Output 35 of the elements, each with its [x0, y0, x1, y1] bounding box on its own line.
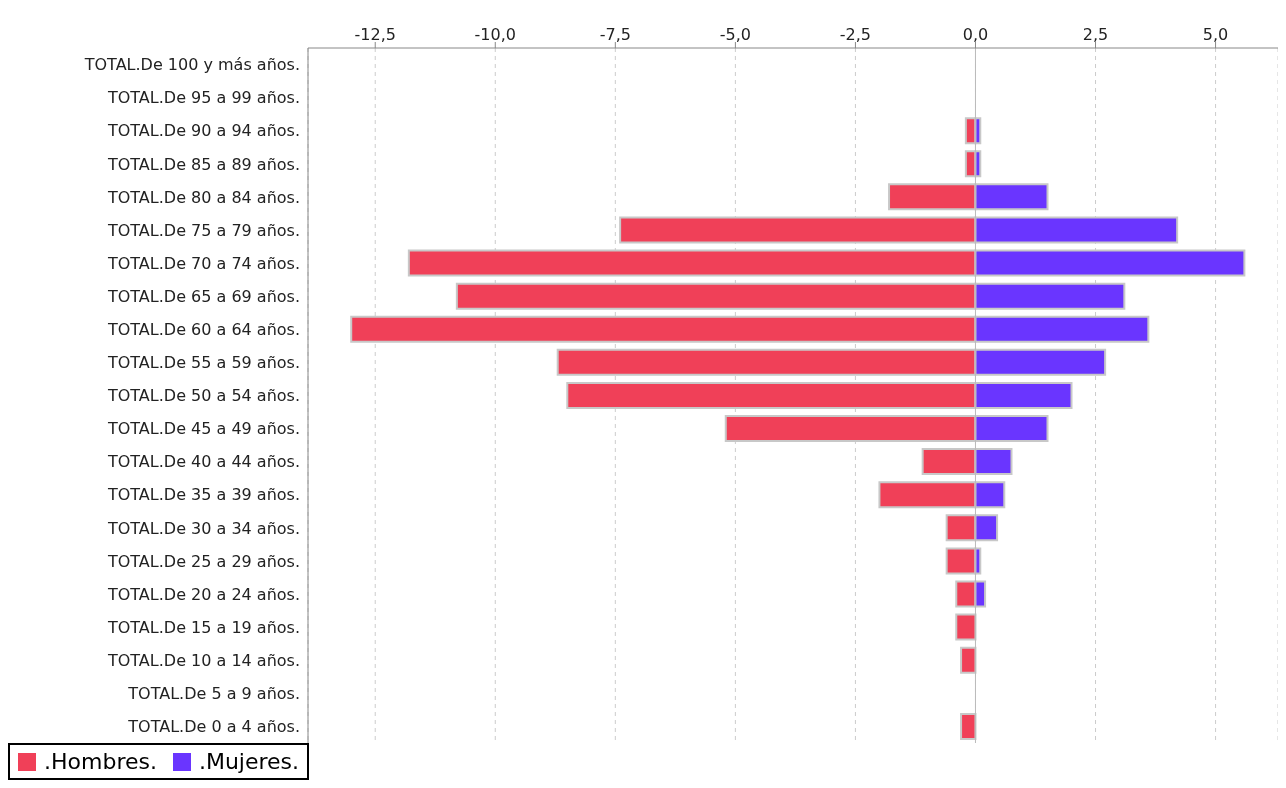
bar — [945, 547, 977, 575]
x-tick-label: -12,5 — [354, 25, 396, 44]
x-tick-label: -5,0 — [719, 25, 751, 44]
y-tick-label: TOTAL.De 0 a 4 años. — [127, 717, 300, 737]
legend-label: .Hombres. — [44, 749, 157, 774]
y-tick-label: TOTAL.De 75 a 79 años. — [106, 220, 300, 240]
y-tick-label: TOTAL.De 15 a 19 años. — [106, 617, 300, 637]
x-tick-label: -2,5 — [839, 25, 872, 44]
y-tick-label: TOTAL.De 60 a 64 años. — [106, 319, 300, 339]
y-tick-label: TOTAL.De 5 a 9 años. — [127, 684, 300, 704]
y-tick-label: TOTAL.De 50 a 54 años. — [106, 386, 300, 406]
bar — [960, 712, 977, 740]
y-tick-label: TOTAL.De 20 a 24 años. — [106, 584, 300, 604]
y-tick-label: TOTAL.De 80 a 84 años. — [106, 187, 300, 207]
y-tick-label: TOTAL.De 65 a 69 años. — [106, 286, 300, 306]
x-tick-label: -10,0 — [474, 25, 516, 44]
x-tick-label: 2,5 — [1082, 25, 1109, 44]
y-tick-label: TOTAL.De 90 a 94 años. — [106, 121, 300, 141]
y-tick-label: TOTAL.De 30 a 34 años. — [106, 518, 300, 538]
x-tick-label: 0,0 — [962, 25, 989, 44]
y-tick-label: TOTAL.De 10 a 14 años. — [106, 650, 300, 670]
y-tick-label: TOTAL.De 95 a 99 años. — [106, 88, 300, 108]
legend-label: .Mujeres. — [198, 749, 300, 774]
y-tick-label: TOTAL.De 100 y más años. — [83, 55, 300, 75]
y-tick-label: TOTAL.De 25 a 29 años. — [106, 551, 300, 571]
bar — [960, 646, 977, 674]
y-tick-label: TOTAL.De 45 a 49 años. — [106, 419, 300, 439]
y-tick-label: TOTAL.De 85 a 89 años. — [106, 154, 300, 174]
y-tick-label: TOTAL.De 55 a 59 años. — [106, 353, 300, 373]
y-tick-label: TOTAL.De 70 a 74 años. — [106, 253, 300, 273]
x-tick-label: -7,5 — [599, 25, 631, 44]
bar — [955, 613, 977, 641]
y-tick-label: TOTAL.De 40 a 44 años. — [106, 452, 300, 472]
x-tick-label: 5,0 — [1202, 25, 1229, 44]
y-tick-label: TOTAL.De 35 a 39 años. — [106, 485, 300, 505]
